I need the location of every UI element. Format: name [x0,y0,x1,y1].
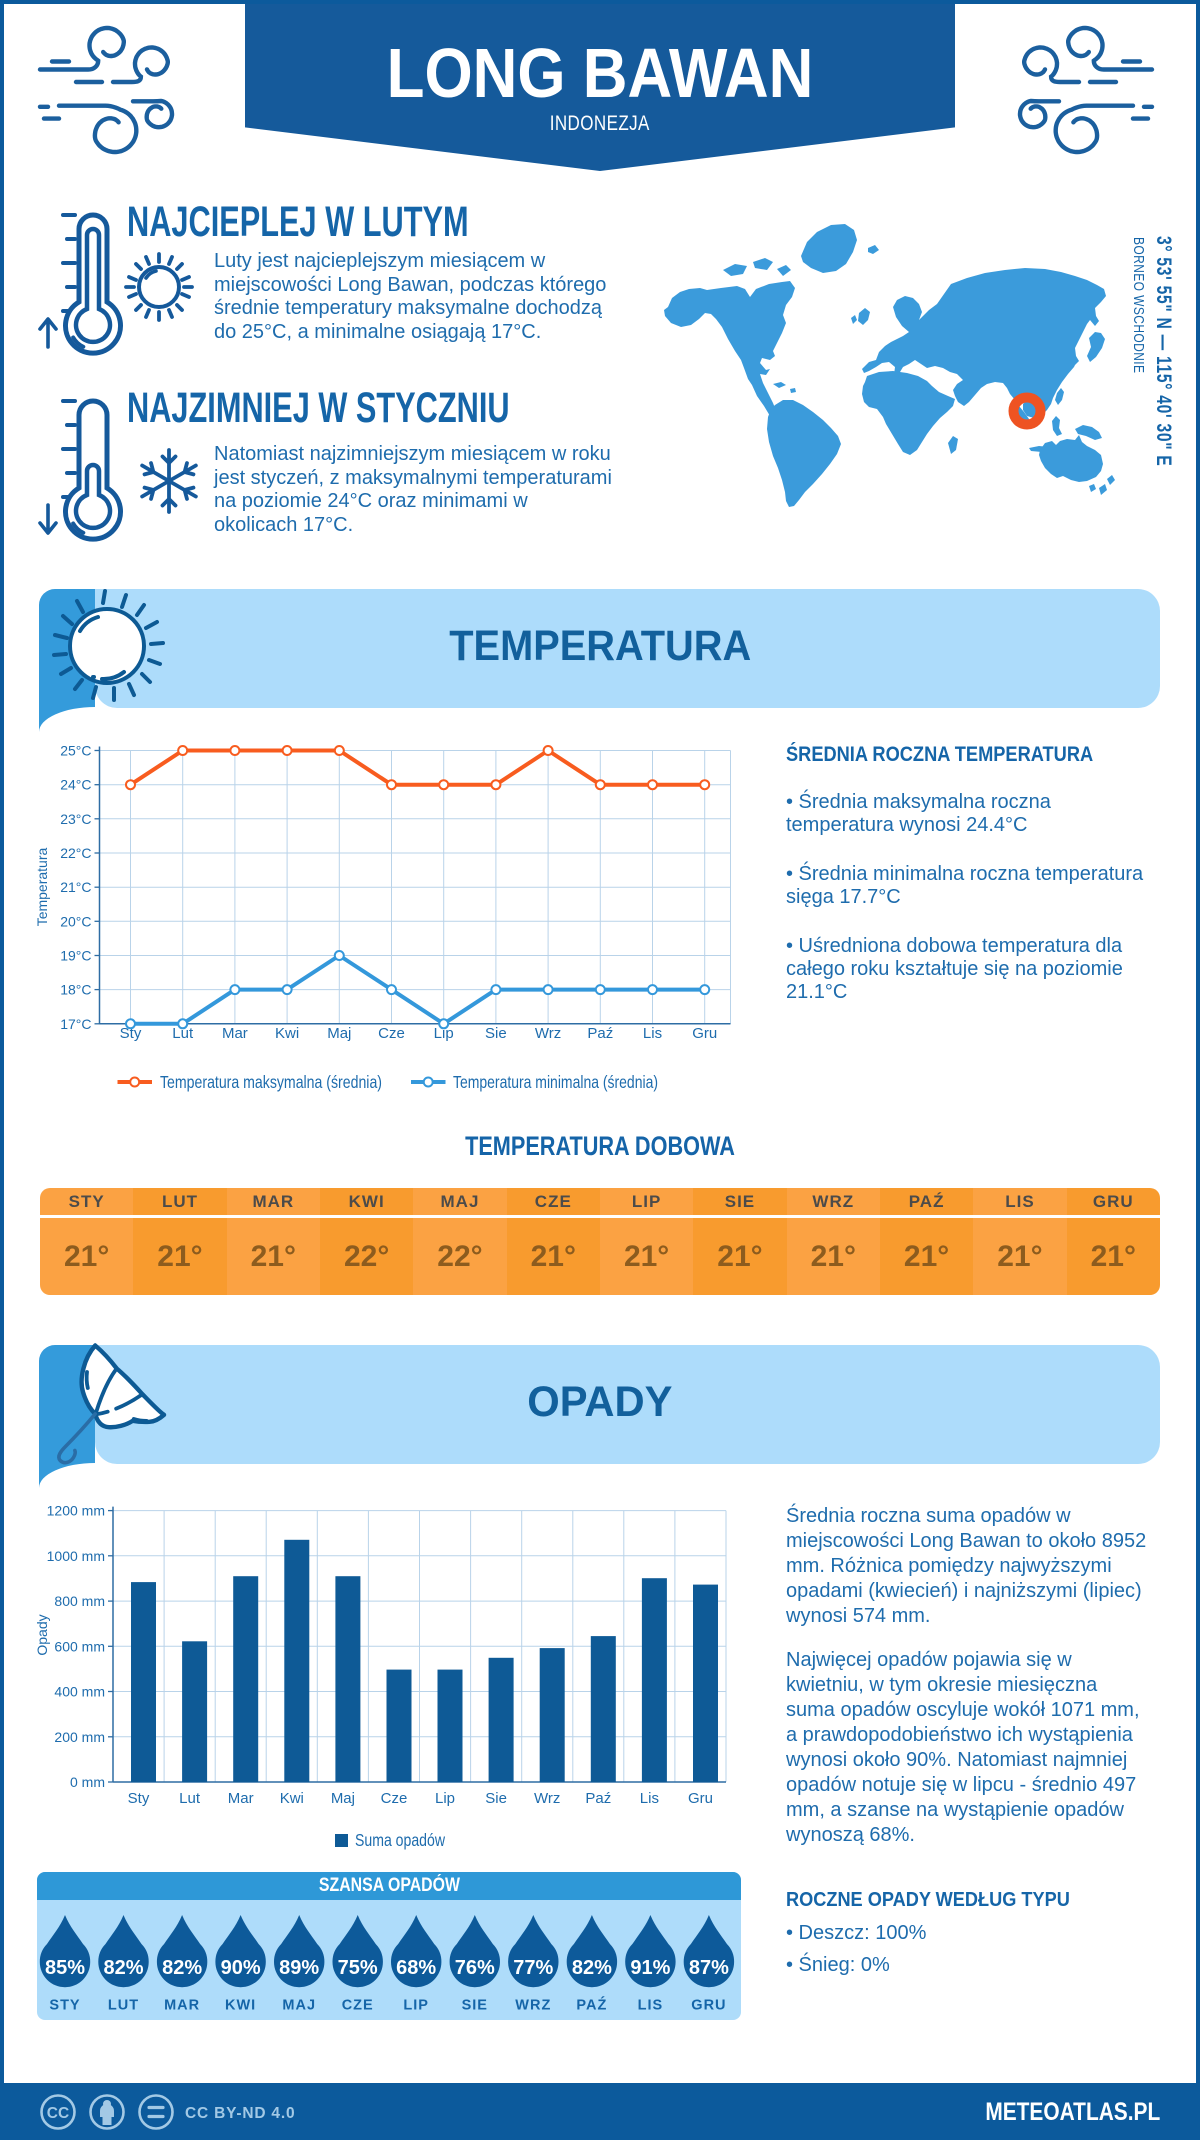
svg-text:Suma opadów: Suma opadów [355,1830,445,1850]
svg-text:22°C: 22°C [60,845,91,861]
svg-text:0 mm: 0 mm [70,1774,105,1790]
svg-text:25°C: 25°C [60,743,91,759]
svg-text:600 mm: 600 mm [54,1638,105,1654]
svg-text:400 mm: 400 mm [54,1684,105,1700]
svg-text:19°C: 19°C [60,948,91,964]
svg-text:Paź: Paź [587,1025,613,1042]
svg-text:1000 mm: 1000 mm [47,1548,105,1564]
svg-text:Sty: Sty [128,1790,150,1807]
svg-text:Wrz: Wrz [535,1025,561,1042]
svg-text:Gru: Gru [692,1025,717,1042]
svg-text:20°C: 20°C [60,913,91,929]
svg-text:Maj: Maj [331,1790,355,1807]
svg-text:68%: 68% [396,1957,436,1979]
svg-text:Paź: Paź [585,1790,611,1807]
svg-text:800 mm: 800 mm [54,1593,105,1609]
svg-text:82%: 82% [103,1957,143,1979]
svg-text:LIP: LIP [403,1998,429,2014]
svg-text:Sie: Sie [485,1025,507,1042]
svg-text:Mar: Mar [228,1790,254,1807]
svg-text:Maj: Maj [327,1025,351,1042]
svg-text:90%: 90% [221,1957,261,1979]
svg-text:STY: STY [49,1998,80,2014]
svg-text:82%: 82% [572,1957,612,1979]
svg-text:Kwi: Kwi [275,1025,299,1042]
svg-text:89%: 89% [279,1957,319,1979]
svg-text:CC: CC [47,2105,69,2122]
svg-text:Lis: Lis [643,1025,662,1042]
svg-text:KWI: KWI [225,1998,256,2014]
svg-text:LIS: LIS [638,1998,664,2014]
svg-text:17°C: 17°C [60,1016,91,1032]
svg-text:23°C: 23°C [60,811,91,827]
svg-text:GRU: GRU [691,1998,726,2014]
svg-text:77%: 77% [513,1957,553,1979]
svg-text:Cze: Cze [378,1025,405,1042]
svg-text:Kwi: Kwi [280,1790,304,1807]
svg-text:Temperatura minimalna (średnia: Temperatura minimalna (średnia) [453,1072,658,1092]
svg-text:Sie: Sie [485,1790,507,1807]
svg-text:Lip: Lip [435,1790,455,1807]
svg-text:75%: 75% [338,1957,378,1979]
svg-text:Opady: Opady [34,1614,50,1655]
svg-text:91%: 91% [630,1957,670,1979]
svg-text:LUT: LUT [108,1998,139,2014]
svg-text:Gru: Gru [688,1790,713,1807]
svg-text:Temperatura: Temperatura [34,847,50,926]
svg-text:Wrz: Wrz [534,1790,560,1807]
svg-text:Lut: Lut [172,1025,194,1042]
svg-text:Sty: Sty [120,1025,142,1042]
svg-text:CC BY-ND 4.0: CC BY-ND 4.0 [185,2105,295,2122]
svg-text:1200 mm: 1200 mm [47,1503,105,1519]
svg-text:Temperatura maksymalna (średni: Temperatura maksymalna (średnia) [160,1072,382,1092]
svg-text:PAŹ: PAŹ [576,1997,607,2014]
svg-text:CZE: CZE [342,1998,374,2014]
svg-text:MAJ: MAJ [282,1998,316,2014]
svg-text:Lis: Lis [640,1790,659,1807]
svg-text:21°C: 21°C [60,879,91,895]
svg-text:82%: 82% [162,1957,202,1979]
svg-text:Lip: Lip [434,1025,454,1042]
svg-text:24°C: 24°C [60,777,91,793]
svg-text:76%: 76% [455,1957,495,1979]
svg-text:87%: 87% [689,1957,729,1979]
svg-text:Mar: Mar [222,1025,248,1042]
svg-text:200 mm: 200 mm [54,1729,105,1745]
svg-text:Lut: Lut [179,1790,201,1807]
svg-text:18°C: 18°C [60,982,91,998]
svg-text:MAR: MAR [164,1998,200,2014]
svg-text:WRZ: WRZ [515,1998,551,2014]
svg-text:Cze: Cze [381,1790,408,1807]
svg-text:85%: 85% [45,1957,85,1979]
svg-text:SIE: SIE [462,1998,488,2014]
